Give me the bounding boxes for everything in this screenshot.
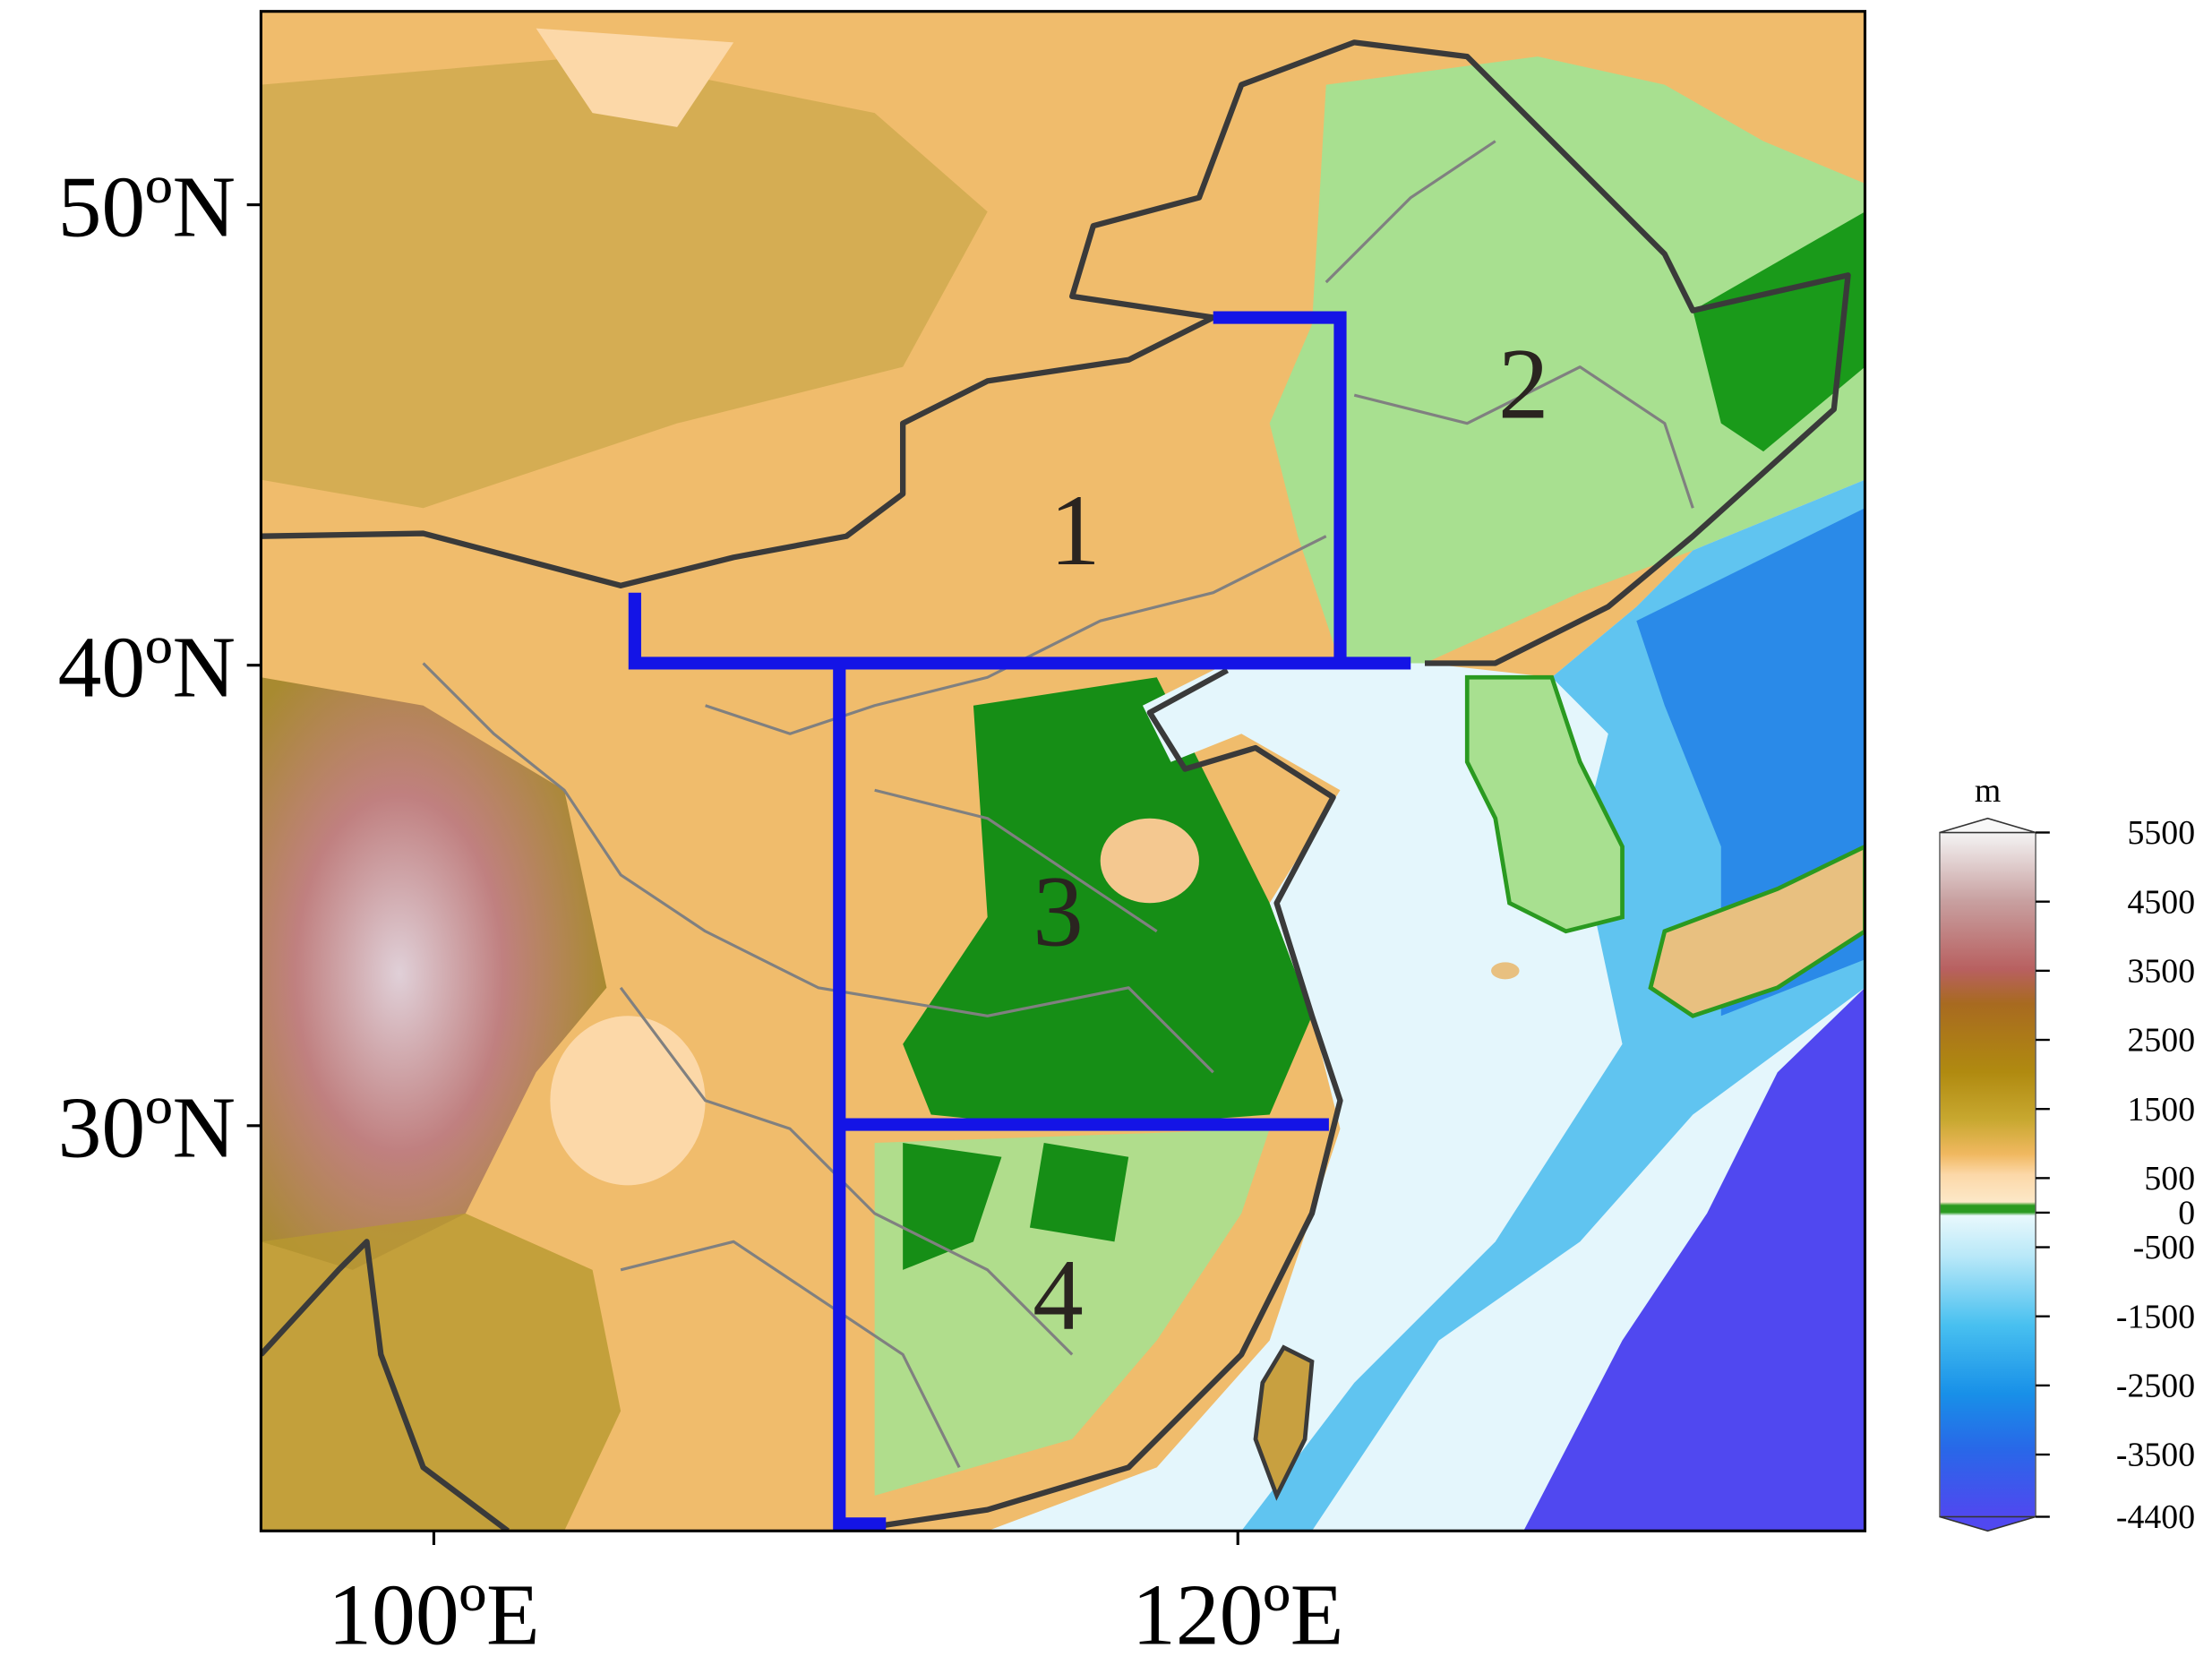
island <box>1491 962 1520 980</box>
colorbar-extend <box>1939 817 2036 834</box>
plain <box>903 677 1312 1129</box>
highland <box>261 1213 622 1532</box>
national-border <box>261 1239 510 1532</box>
island <box>1253 1344 1315 1501</box>
colorbar-tick-label: -4400 <box>2116 1498 2195 1536</box>
region-label: 1 <box>1050 474 1101 587</box>
y-tick-label: 40ºN <box>58 619 236 716</box>
region-boundary <box>628 592 1341 670</box>
peninsula <box>1464 674 1625 934</box>
colorbar-tick-label: -2500 <box>2116 1367 2195 1404</box>
colorbar-unit: m <box>1975 772 2001 810</box>
x-tick-label: 100ºE <box>328 1566 539 1663</box>
hills <box>1100 818 1199 904</box>
colorbar-tick-label: 4500 <box>2128 883 2196 921</box>
colorbar-tick-label: 0 <box>2178 1195 2195 1232</box>
map-frame <box>259 10 1867 1532</box>
colorbar-extend <box>1939 1515 2036 1532</box>
colorbar-tick-label: 5500 <box>2128 814 2196 852</box>
basin <box>550 1016 706 1186</box>
plain <box>903 1143 1129 1270</box>
region-label: 3 <box>1033 855 1084 968</box>
y-tick-label: 30ºN <box>58 1079 236 1176</box>
y-tick-label: 50ºN <box>58 159 236 255</box>
region-boundary <box>1213 311 1411 670</box>
colorbar-tick-label: 2500 <box>2128 1022 2196 1060</box>
colorbar-tick-label: 500 <box>2144 1160 2195 1197</box>
colorbar-tick-label: -500 <box>2133 1229 2195 1266</box>
islands <box>1648 844 1865 1018</box>
plateau <box>261 677 607 1270</box>
map-area <box>261 11 1865 1532</box>
colorbar-tick-label: 3500 <box>2128 952 2196 990</box>
lowland-dark <box>1693 211 1865 452</box>
colorbar <box>1939 831 2036 1518</box>
colorbar-tick-label: -1500 <box>2116 1298 2195 1335</box>
coastline <box>845 667 1343 1532</box>
national-border <box>261 39 1851 666</box>
colorbar-tick-label: 1500 <box>2128 1091 2196 1129</box>
region-label: 4 <box>1033 1239 1084 1352</box>
region-label: 2 <box>1498 327 1549 440</box>
colorbar-tick-label: -3500 <box>2116 1437 2195 1474</box>
x-tick-label: 120ºE <box>1132 1566 1343 1663</box>
province-border <box>422 140 1694 1469</box>
deepest-sea <box>1523 987 1865 1532</box>
region-boundary <box>833 663 887 1531</box>
highland <box>261 56 988 509</box>
